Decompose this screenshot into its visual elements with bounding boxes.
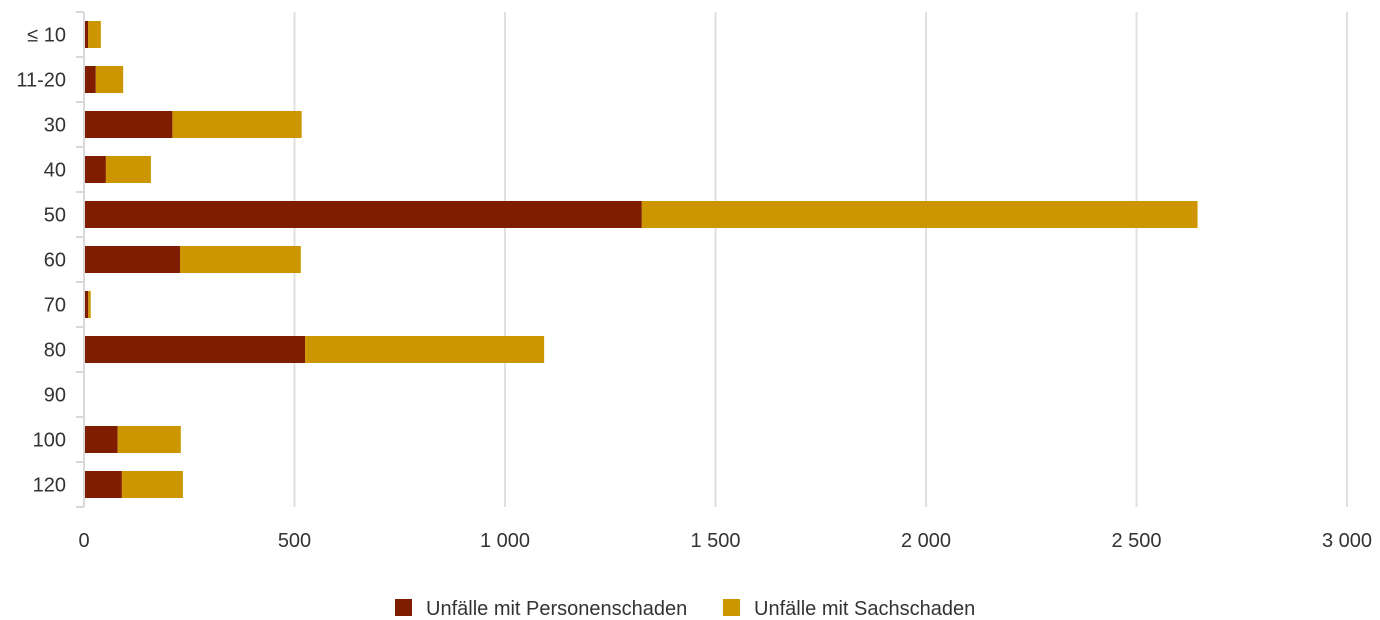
x-tick-label: 1 000 — [480, 530, 530, 552]
bar-segment-series-1 — [84, 426, 118, 453]
bar-segment-series-2 — [105, 156, 151, 183]
x-tick-label: 500 — [278, 530, 311, 552]
bar-segment-series-2 — [88, 291, 91, 318]
bar-segment-series-2 — [305, 336, 545, 363]
bar-segment-series-1 — [84, 111, 173, 138]
x-tick-label: 3 000 — [1322, 530, 1372, 552]
y-tick-label: 100 — [33, 430, 66, 452]
y-tick-label: 50 — [44, 205, 66, 227]
bar-segment-series-1 — [84, 66, 96, 93]
x-tick-label: 2 500 — [1111, 530, 1161, 552]
bar-segment-series-2 — [641, 201, 1198, 228]
bar-segment-series-2 — [95, 66, 124, 93]
bar-segment-series-1 — [84, 291, 89, 318]
bar-segment-series-1 — [84, 471, 122, 498]
bar-segment-series-2 — [172, 111, 302, 138]
bar-segment-series-1 — [84, 336, 306, 363]
bar-segment-series-1 — [84, 21, 89, 48]
y-tick-label: 90 — [44, 385, 66, 407]
x-tick-label: 2 000 — [901, 530, 951, 552]
y-axis: ≤ 10 11-20 30 40 50 60 70 80 90 100 120 — [16, 11, 85, 508]
legend-swatch — [723, 599, 740, 616]
y-tick-label: 40 — [44, 160, 66, 182]
y-tick-label: 80 — [44, 340, 66, 362]
x-axis: 0 500 1 000 1 500 2 000 2 500 3 000 — [78, 530, 1372, 552]
gridlines — [293, 12, 1348, 507]
x-tick-label: 0 — [78, 530, 89, 552]
legend: Unfälle mit Personenschaden Unfälle mit S… — [395, 598, 975, 620]
bar-segment-series-2 — [88, 21, 101, 48]
bar-segment-series-2 — [117, 426, 181, 453]
bars — [84, 21, 1198, 498]
bar-segment-series-1 — [84, 246, 180, 273]
bar-segment-series-1 — [84, 156, 106, 183]
legend-swatch — [395, 599, 412, 616]
x-tick-label: 1 500 — [690, 530, 740, 552]
y-tick-label: 30 — [44, 115, 66, 137]
y-tick-label: 120 — [33, 475, 66, 497]
y-tick-label: ≤ 10 — [27, 25, 66, 47]
legend-label: Unfälle mit Sachschaden — [754, 598, 975, 620]
y-tick-label: 11-20 — [16, 70, 66, 92]
bar-segment-series-1 — [84, 201, 642, 228]
y-tick-label: 60 — [44, 250, 66, 272]
legend-label: Unfälle mit Personenschaden — [426, 598, 687, 620]
y-tick-label: 70 — [44, 295, 66, 317]
bar-segment-series-2 — [179, 246, 301, 273]
bar-segment-series-2 — [121, 471, 183, 498]
